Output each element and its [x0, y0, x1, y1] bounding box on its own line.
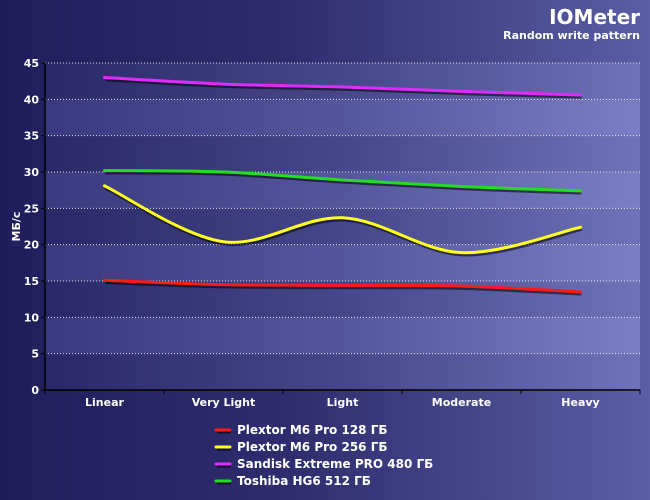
y-axis-label: МБ/с [10, 212, 23, 242]
legend: Plextor M6 Pro 128 ГБ Plextor M6 Pro 256 … [214, 423, 433, 488]
x-tick-label: Light [327, 396, 359, 409]
y-tick-label: 5 [31, 348, 39, 361]
y-tick-label: 35 [24, 130, 39, 143]
plot-area [45, 63, 640, 390]
y-tick-label: 0 [31, 384, 39, 397]
legend-label: Plextor M6 Pro 128 ГБ [237, 423, 388, 437]
x-tick-label: Very Light [192, 396, 256, 409]
plot-band [45, 244, 640, 281]
x-tick-label: Moderate [432, 396, 491, 409]
series-lines [103, 76, 582, 296]
y-tick-label: 15 [24, 275, 39, 288]
axes: 0 5 10 15 20 25 30 35 40 45 Linear Very Light Light M… [10, 57, 641, 409]
y-tick-label: 40 [24, 93, 40, 106]
legend-label: Plextor M6 Pro 256 ГБ [237, 440, 388, 454]
y-tick-label: 25 [24, 202, 39, 215]
y-tick-label: 30 [24, 166, 40, 179]
legend-label: Sandisk Extreme PRO 480 ГБ [237, 457, 433, 471]
plot-band [45, 99, 640, 136]
legend-label: Toshiba HG6 512 ГБ [237, 474, 371, 488]
y-tick-label: 45 [24, 57, 39, 70]
chart-title: IOMeter [549, 5, 640, 29]
x-tick-label: Heavy [561, 396, 599, 409]
y-tick-label: 10 [24, 311, 40, 324]
chart-subtitle: Random write pattern [503, 29, 640, 42]
x-tick-label: Linear [85, 396, 124, 409]
plot-band [45, 317, 640, 354]
y-tick-label: 20 [24, 239, 40, 252]
